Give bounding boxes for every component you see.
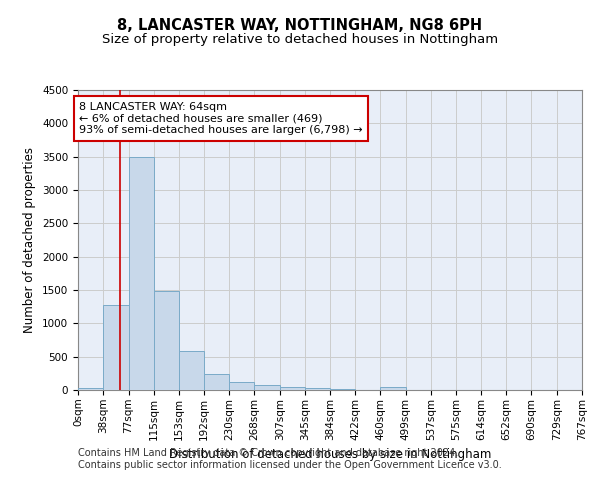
- Bar: [305, 388, 331, 390]
- X-axis label: Distribution of detached houses by size in Nottingham: Distribution of detached houses by size …: [169, 448, 491, 461]
- Bar: [331, 388, 355, 390]
- Bar: [204, 374, 229, 390]
- Text: Contains HM Land Registry data © Crown copyright and database right 2024.: Contains HM Land Registry data © Crown c…: [78, 448, 458, 458]
- Text: Contains public sector information licensed under the Open Government Licence v3: Contains public sector information licen…: [78, 460, 502, 470]
- Text: 8 LANCASTER WAY: 64sqm
← 6% of detached houses are smaller (469)
93% of semi-det: 8 LANCASTER WAY: 64sqm ← 6% of detached …: [79, 102, 363, 135]
- Y-axis label: Number of detached properties: Number of detached properties: [23, 147, 37, 333]
- Bar: [229, 382, 254, 390]
- Bar: [179, 352, 204, 390]
- Bar: [380, 386, 406, 390]
- Text: Size of property relative to detached houses in Nottingham: Size of property relative to detached ho…: [102, 32, 498, 46]
- Bar: [128, 156, 154, 390]
- Bar: [78, 388, 103, 390]
- Bar: [280, 386, 305, 390]
- Bar: [254, 384, 280, 390]
- Bar: [154, 292, 179, 390]
- Bar: [103, 304, 128, 390]
- Text: 8, LANCASTER WAY, NOTTINGHAM, NG8 6PH: 8, LANCASTER WAY, NOTTINGHAM, NG8 6PH: [118, 18, 482, 32]
